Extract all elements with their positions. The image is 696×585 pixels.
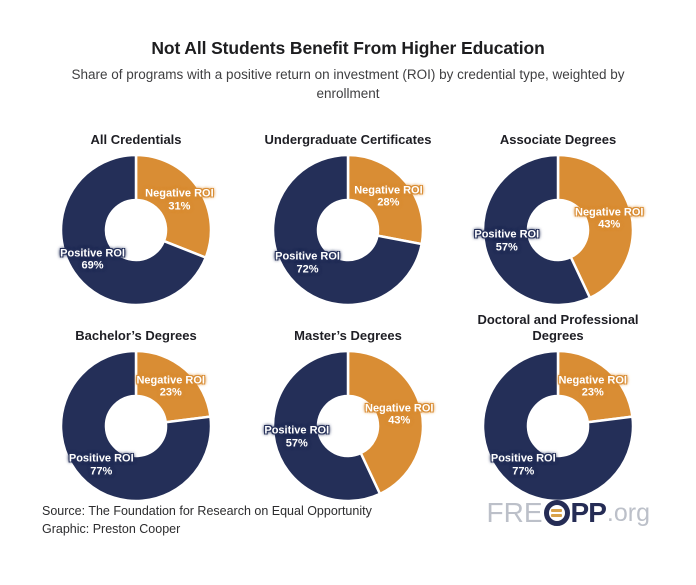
negative-roi-slice xyxy=(134,349,212,424)
logo-text-fre: FRE xyxy=(486,497,543,528)
donut-cell-doctoral-professional-degrees: Doctoral and Professional Degrees Negati… xyxy=(450,304,666,504)
positive-roi-slice xyxy=(59,153,207,307)
donut-masters-degrees: Negative ROI 43% Positive ROI 57% xyxy=(264,348,433,504)
source-note: Source: The Foundation for Research on E… xyxy=(42,504,372,518)
donut-doctoral-professional-degrees: Negative ROI 23% Positive ROI 77% xyxy=(480,348,636,504)
credit-note: Graphic: Preston Cooper xyxy=(42,522,181,537)
donut-all-credentials: Negative ROI 31% Positive ROI 69% xyxy=(58,152,214,308)
equals-bar-top xyxy=(551,509,563,512)
positive-roi-slice xyxy=(271,349,382,503)
donut-chart xyxy=(481,349,635,503)
positive-roi-slice xyxy=(271,153,423,307)
donut-chart xyxy=(271,349,425,503)
negative-roi-slice xyxy=(346,349,425,496)
donut-title: Master’s Degrees xyxy=(294,327,402,343)
donut-title: Undergraduate Certificates xyxy=(264,131,432,147)
donut-cell-associate-degrees: Associate Degrees Negative ROI 43% Positiv… xyxy=(450,124,666,308)
donut-chart xyxy=(59,349,213,503)
negative-roi-slice xyxy=(556,153,635,300)
donut-title: Associate Degrees xyxy=(499,131,617,147)
positive-roi-slice xyxy=(59,349,213,503)
donut-bachelors-degrees: Negative ROI 23% Positive ROI 77% xyxy=(58,348,214,504)
logo-text-pp: PP xyxy=(570,497,607,528)
donut-title: Doctoral and Professional Degrees xyxy=(477,311,639,343)
negative-roi-slice xyxy=(346,153,425,246)
positive-roi-slice xyxy=(481,153,592,307)
footer-source-block: Source: The Foundation for Research on E… xyxy=(42,502,372,538)
freopp-o-equals-icon xyxy=(543,500,570,526)
header: Not All Students Benefit From Higher Edu… xyxy=(0,38,696,104)
chart-subtitle: Share of programs with a positive return… xyxy=(71,67,625,101)
donut-chart xyxy=(271,153,425,307)
donut-cell-bachelors-degrees: Bachelor’s Degrees Negative ROI 23% Positi… xyxy=(28,304,244,504)
negative-roi-slice xyxy=(556,349,634,424)
donut-cell-all-credentials: All Credentials Negative ROI 31% Positive … xyxy=(28,124,244,308)
equals-bar-bottom xyxy=(551,514,563,517)
positive-roi-slice xyxy=(481,349,635,503)
donut-undergraduate-certificates: Negative ROI 28% Positive ROI 72% xyxy=(270,152,426,308)
freopp-logo: FRE PP .org xyxy=(487,499,650,527)
donut-cell-masters-degrees: Master’s Degrees Negative ROI 43% Positive… xyxy=(240,304,456,504)
donut-title: All Credentials xyxy=(90,131,182,147)
donut-chart xyxy=(59,153,213,307)
donut-chart xyxy=(481,153,635,307)
donut-cell-undergraduate-certificates: Undergraduate Certificates Negative ROI 2… xyxy=(240,124,456,308)
logo-text-org: .org xyxy=(606,498,650,527)
page-title: Not All Students Benefit From Higher Edu… xyxy=(151,38,545,58)
donut-associate-degrees: Negative ROI 43% Positive ROI 57% xyxy=(474,152,643,308)
donut-title: Bachelor’s Degrees xyxy=(75,327,197,343)
negative-roi-slice xyxy=(134,153,213,259)
